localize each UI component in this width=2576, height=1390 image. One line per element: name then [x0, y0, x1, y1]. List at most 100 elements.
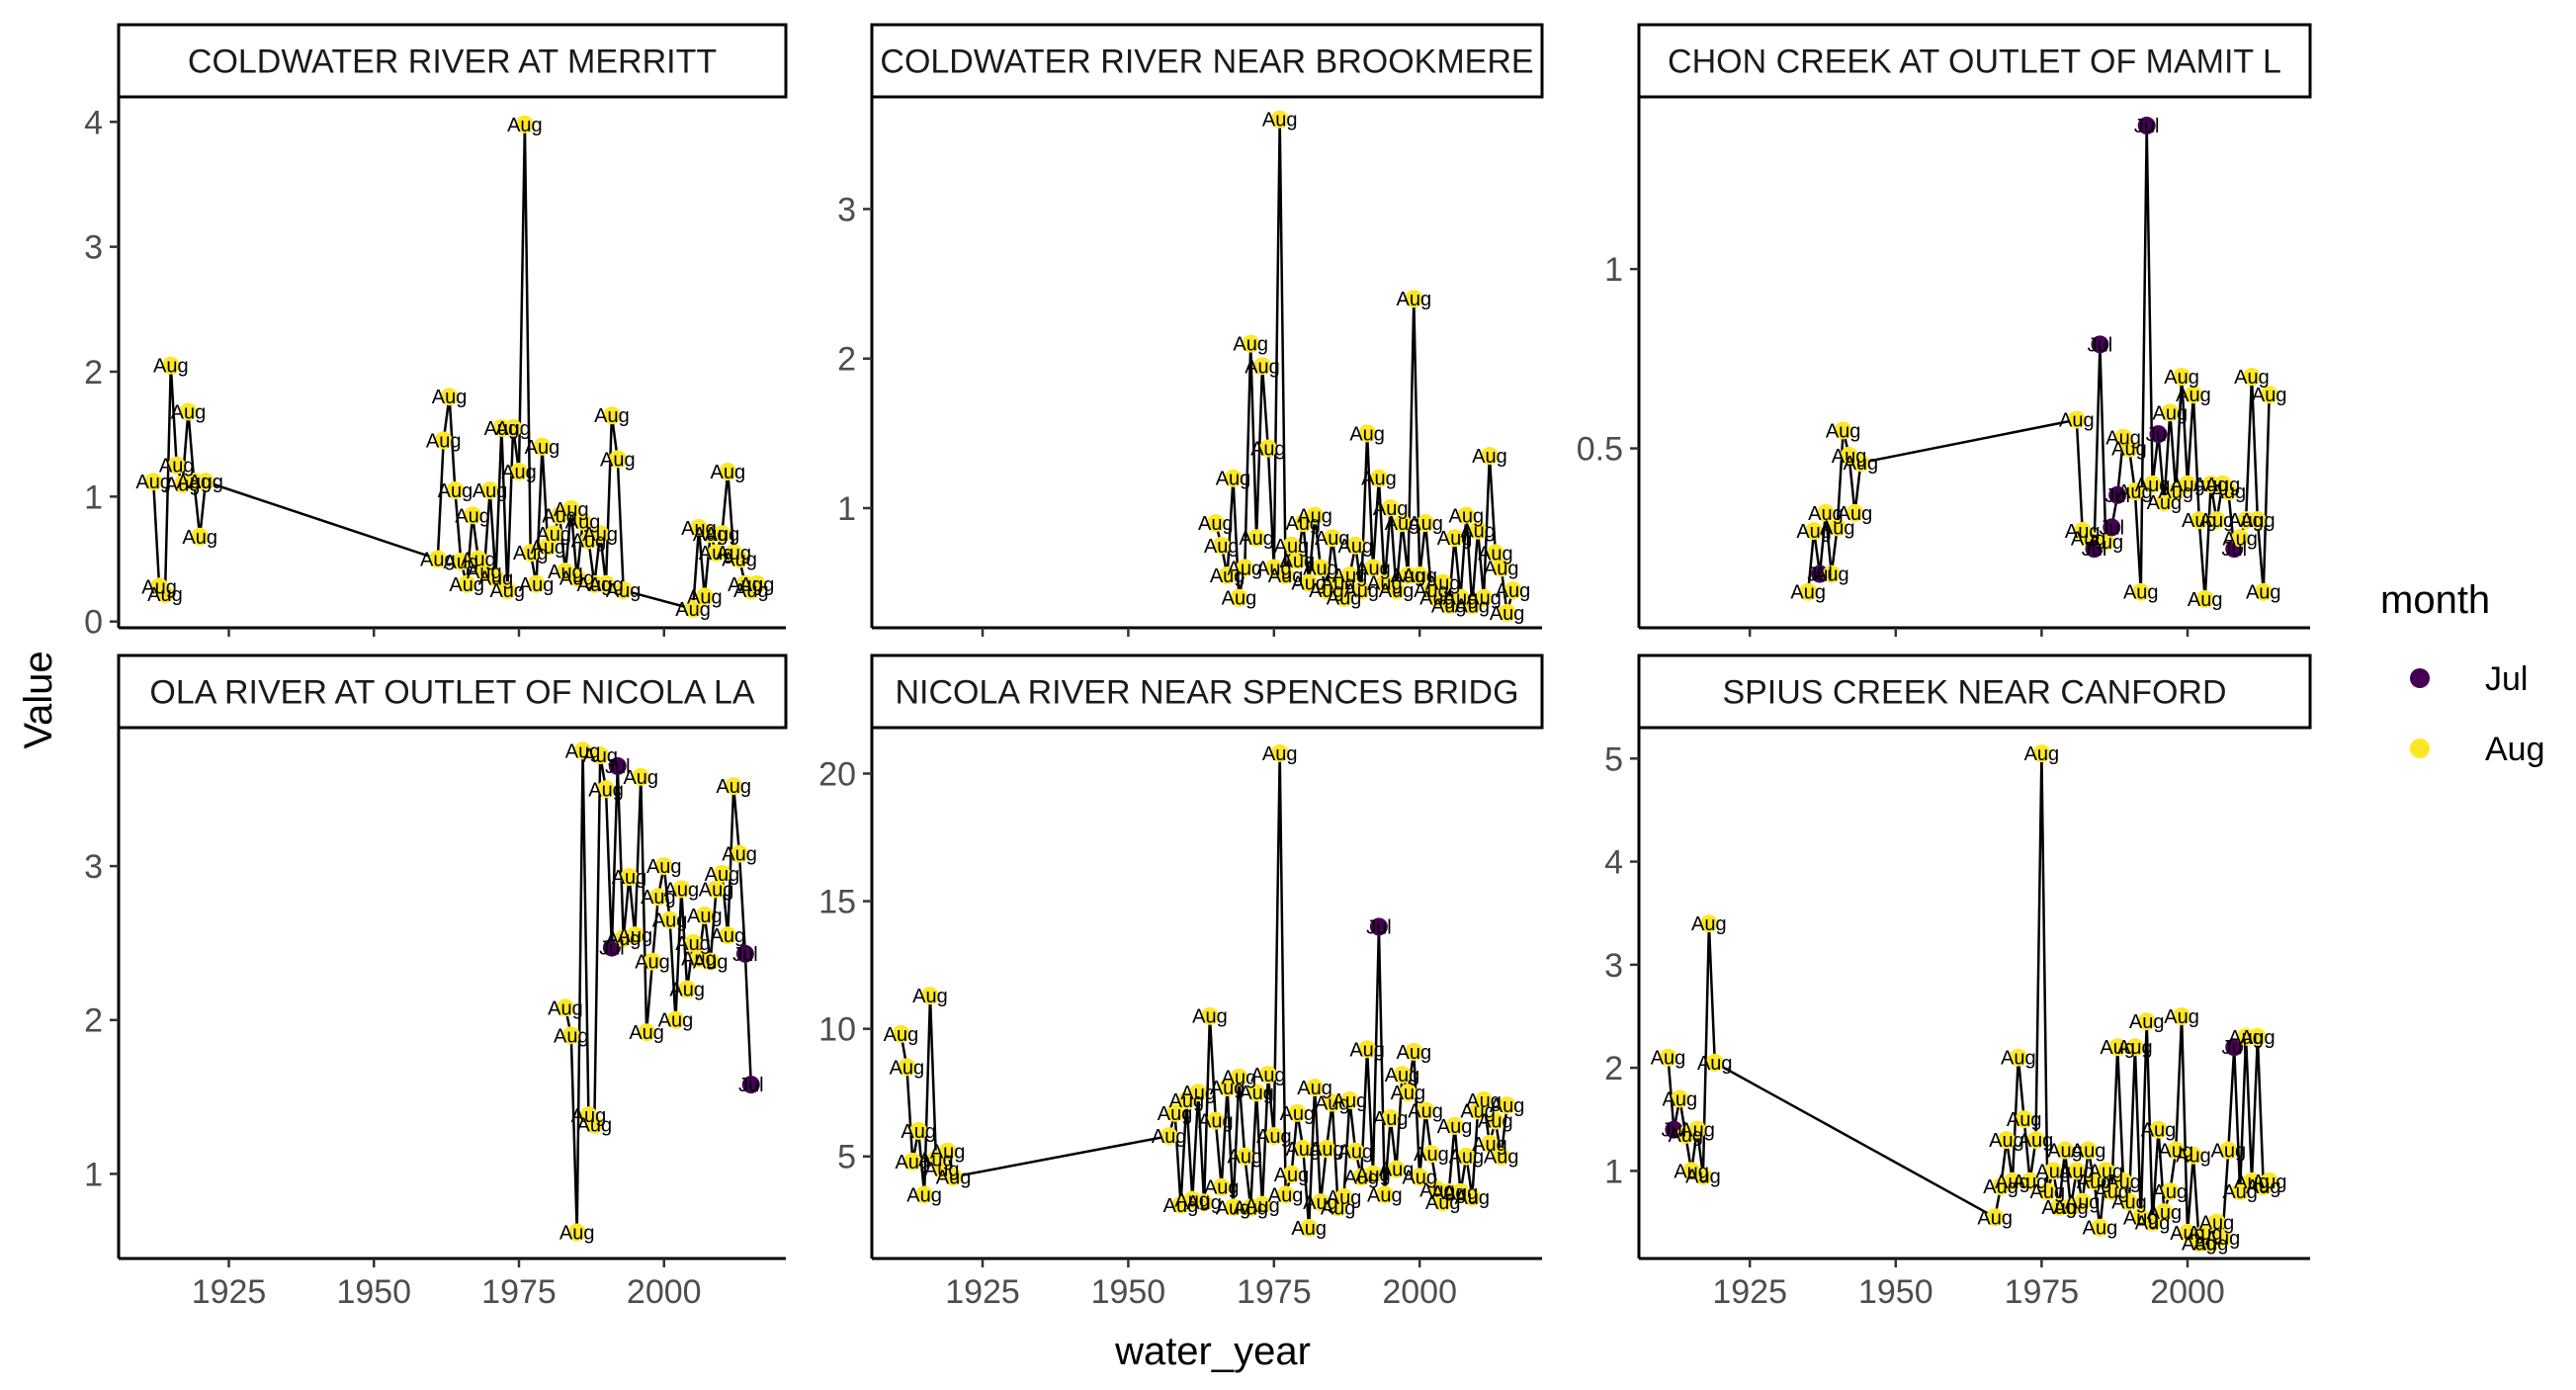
data-point [1334, 1188, 1353, 1207]
y-tick-label: 10 [818, 1011, 856, 1049]
data-point [1997, 1131, 2016, 1150]
data-point [2260, 386, 2278, 404]
data-point [2114, 1172, 2133, 1190]
data-point [2179, 1223, 2197, 1242]
data-point [1503, 581, 1522, 600]
data-point [556, 999, 574, 1017]
data-label: Aug [571, 1105, 607, 1127]
panel-title: NICOLA RIVER NEAR SPENCES BRIDG [895, 674, 1518, 712]
data-label: Aug [1198, 513, 1234, 535]
data-label: Aug [1490, 603, 1525, 625]
data-label: Jul [2221, 539, 2247, 561]
data-point [585, 1115, 604, 1134]
data-point [2125, 1038, 2144, 1057]
data-label: Aug [652, 911, 688, 932]
data-label: Aug [2147, 492, 2183, 514]
data-label: Aug [1239, 1083, 1274, 1104]
data-label: Aug [1844, 453, 1879, 475]
data-label: Aug [1385, 513, 1420, 535]
data-label: Aug [1832, 446, 1867, 468]
data-point [1358, 1040, 1377, 1059]
legend-entry-jul: Jul [2410, 660, 2528, 698]
legend-key-aug [2410, 738, 2430, 758]
data-point [1253, 357, 1272, 376]
data-label: Aug [577, 574, 613, 596]
data-point [458, 574, 476, 593]
y-tick-label: 2 [84, 1002, 103, 1040]
data-point [2091, 1218, 2109, 1237]
data-label: Aug [1820, 517, 1855, 539]
data-label: Aug [1373, 498, 1409, 520]
data-label: Aug [1349, 1039, 1385, 1061]
data-label: Aug [1180, 1083, 1216, 1104]
data-point [2085, 1172, 2104, 1190]
data-point [1498, 603, 1516, 622]
data-label: Aug [1679, 1120, 1715, 1142]
data-label: Aug [2094, 1181, 2129, 1203]
data-point [2184, 386, 2202, 404]
data-label: Aug [1315, 1093, 1350, 1115]
data-point [614, 581, 633, 600]
data-point [2020, 1172, 2039, 1190]
data-point [1411, 1168, 1429, 1186]
data-label: Aug [733, 580, 769, 602]
data-label: Jul [1366, 916, 1392, 938]
data-label: Aug [1977, 1207, 2013, 1229]
data-label: Aug [2199, 1213, 2235, 1235]
data-label: Aug [2252, 385, 2287, 406]
data-label: Aug [1472, 446, 1507, 468]
data-point [1393, 1066, 1412, 1085]
data-label: Aug [1274, 536, 1310, 558]
data-label: Aug [884, 1024, 919, 1046]
data-label: Aug [1408, 513, 1443, 535]
data-label: Aug [1396, 289, 1431, 310]
x-tick-label: 2000 [2150, 1273, 2225, 1311]
data-label: Aug [2222, 528, 2258, 550]
data-label: Aug [1274, 1165, 1310, 1186]
data-label: Aug [420, 550, 456, 571]
data-point [2219, 482, 2238, 501]
y-tick-label: 1 [84, 478, 103, 516]
data-label: Aug [1343, 580, 1379, 602]
data-point [1247, 1084, 1266, 1102]
data-label: Aug [2193, 475, 2229, 496]
data-label: Aug [2001, 1048, 2036, 1070]
data-label: Aug [623, 767, 658, 789]
data-point [591, 525, 610, 544]
data-label: Aug [426, 430, 462, 452]
data-point [1282, 536, 1301, 555]
data-label: Aug [2205, 1228, 2241, 1250]
data-point [1200, 1006, 1219, 1025]
data-point [2119, 439, 2138, 458]
data-label: Aug [2141, 1120, 2177, 1142]
data-label: Aug [577, 1115, 613, 1137]
y-tick-label: 0 [84, 604, 103, 642]
data-label: Aug [1437, 528, 1473, 550]
data-point [1445, 529, 1464, 548]
data-label: Aug [1343, 1167, 1379, 1188]
data-point [678, 980, 697, 999]
data-label: Aug [1478, 1111, 1513, 1133]
strip-box [1637, 23, 2312, 99]
y-tick-label: 4 [1604, 844, 1623, 882]
data-point [2131, 582, 2150, 601]
panel-2: COLDWATER RIVER NEAR BROOKMERE123AugAugA… [837, 23, 1544, 637]
data-label: Aug [141, 576, 177, 598]
data-label: Aug [1697, 1053, 1733, 1075]
data-label: Aug [2228, 510, 2264, 532]
data-label: Aug [1303, 1192, 1338, 1214]
data-label: Aug [2205, 475, 2241, 496]
data-label: Aug [1402, 1167, 1437, 1188]
data-label: Aug [1268, 565, 1304, 587]
panel-5: NICOLA RIVER NEAR SPENCES BRIDG 5 10 15 20 19… [818, 653, 1544, 1311]
data-label: Aug [2007, 1109, 2042, 1131]
data-point [480, 481, 499, 500]
data-point [1469, 521, 1488, 540]
data-point [1358, 424, 1377, 443]
data-point [545, 525, 563, 544]
data-label: Aug [2199, 510, 2235, 532]
data-point [434, 431, 453, 450]
y-tick-label: 4 [84, 104, 103, 141]
data-label: Jul [599, 938, 625, 960]
data-point [1699, 914, 1718, 933]
